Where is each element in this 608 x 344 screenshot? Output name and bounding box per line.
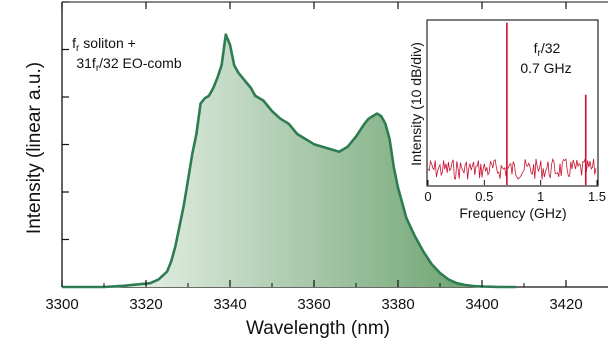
inset-chart: 0 0.5 1 1.5 Frequency (GHz) Intensity (10 d… <box>408 19 606 221</box>
x-ticks: 3300 3320 3340 3360 3380 3400 3420 <box>45 2 583 313</box>
x-tick-label: 3380 <box>381 296 414 313</box>
spectrum-area-group <box>62 33 516 289</box>
x-tick-label: 3400 <box>465 296 498 313</box>
spectrum-line <box>62 33 516 289</box>
inset-x-ticks: 0 0.5 1 1.5 <box>424 180 606 204</box>
inset-noise-floor <box>427 158 597 180</box>
inset-annotation-line1: fr/32 <box>534 40 561 59</box>
inset-x-tick-label: 0 <box>424 189 431 204</box>
inset-frame <box>426 19 599 187</box>
inset-x-axis-title: Frequency (GHz) <box>459 205 566 221</box>
inset-noise-trace <box>427 158 597 180</box>
inset-x-tick-label: 0.5 <box>475 189 493 204</box>
x-tick-label: 3320 <box>129 296 162 313</box>
x-tick-label: 3340 <box>213 296 246 313</box>
inset-annotation-line2: 0.7 GHz <box>520 60 571 76</box>
x-tick-label: 3420 <box>549 296 582 313</box>
x-tick-label: 3360 <box>297 296 330 313</box>
spectrum-fill <box>62 34 516 287</box>
y-axis-title: Intensity (linear a.u.) <box>24 62 45 234</box>
y-ticks <box>62 1 69 241</box>
x-axis-title: Wavelength (nm) <box>246 318 390 339</box>
annotation-line1: fr soliton + <box>72 35 136 54</box>
inset-peaks <box>506 22 587 185</box>
inset-y-axis-title: Intensity (10 dB/div) <box>408 42 424 166</box>
annotation-line2: 31fr/32 EO-comb <box>76 55 182 74</box>
x-tick-label: 3300 <box>45 296 78 313</box>
inset-x-tick-label: 1.5 <box>588 189 606 204</box>
inset-x-tick-label: 1 <box>537 189 544 204</box>
